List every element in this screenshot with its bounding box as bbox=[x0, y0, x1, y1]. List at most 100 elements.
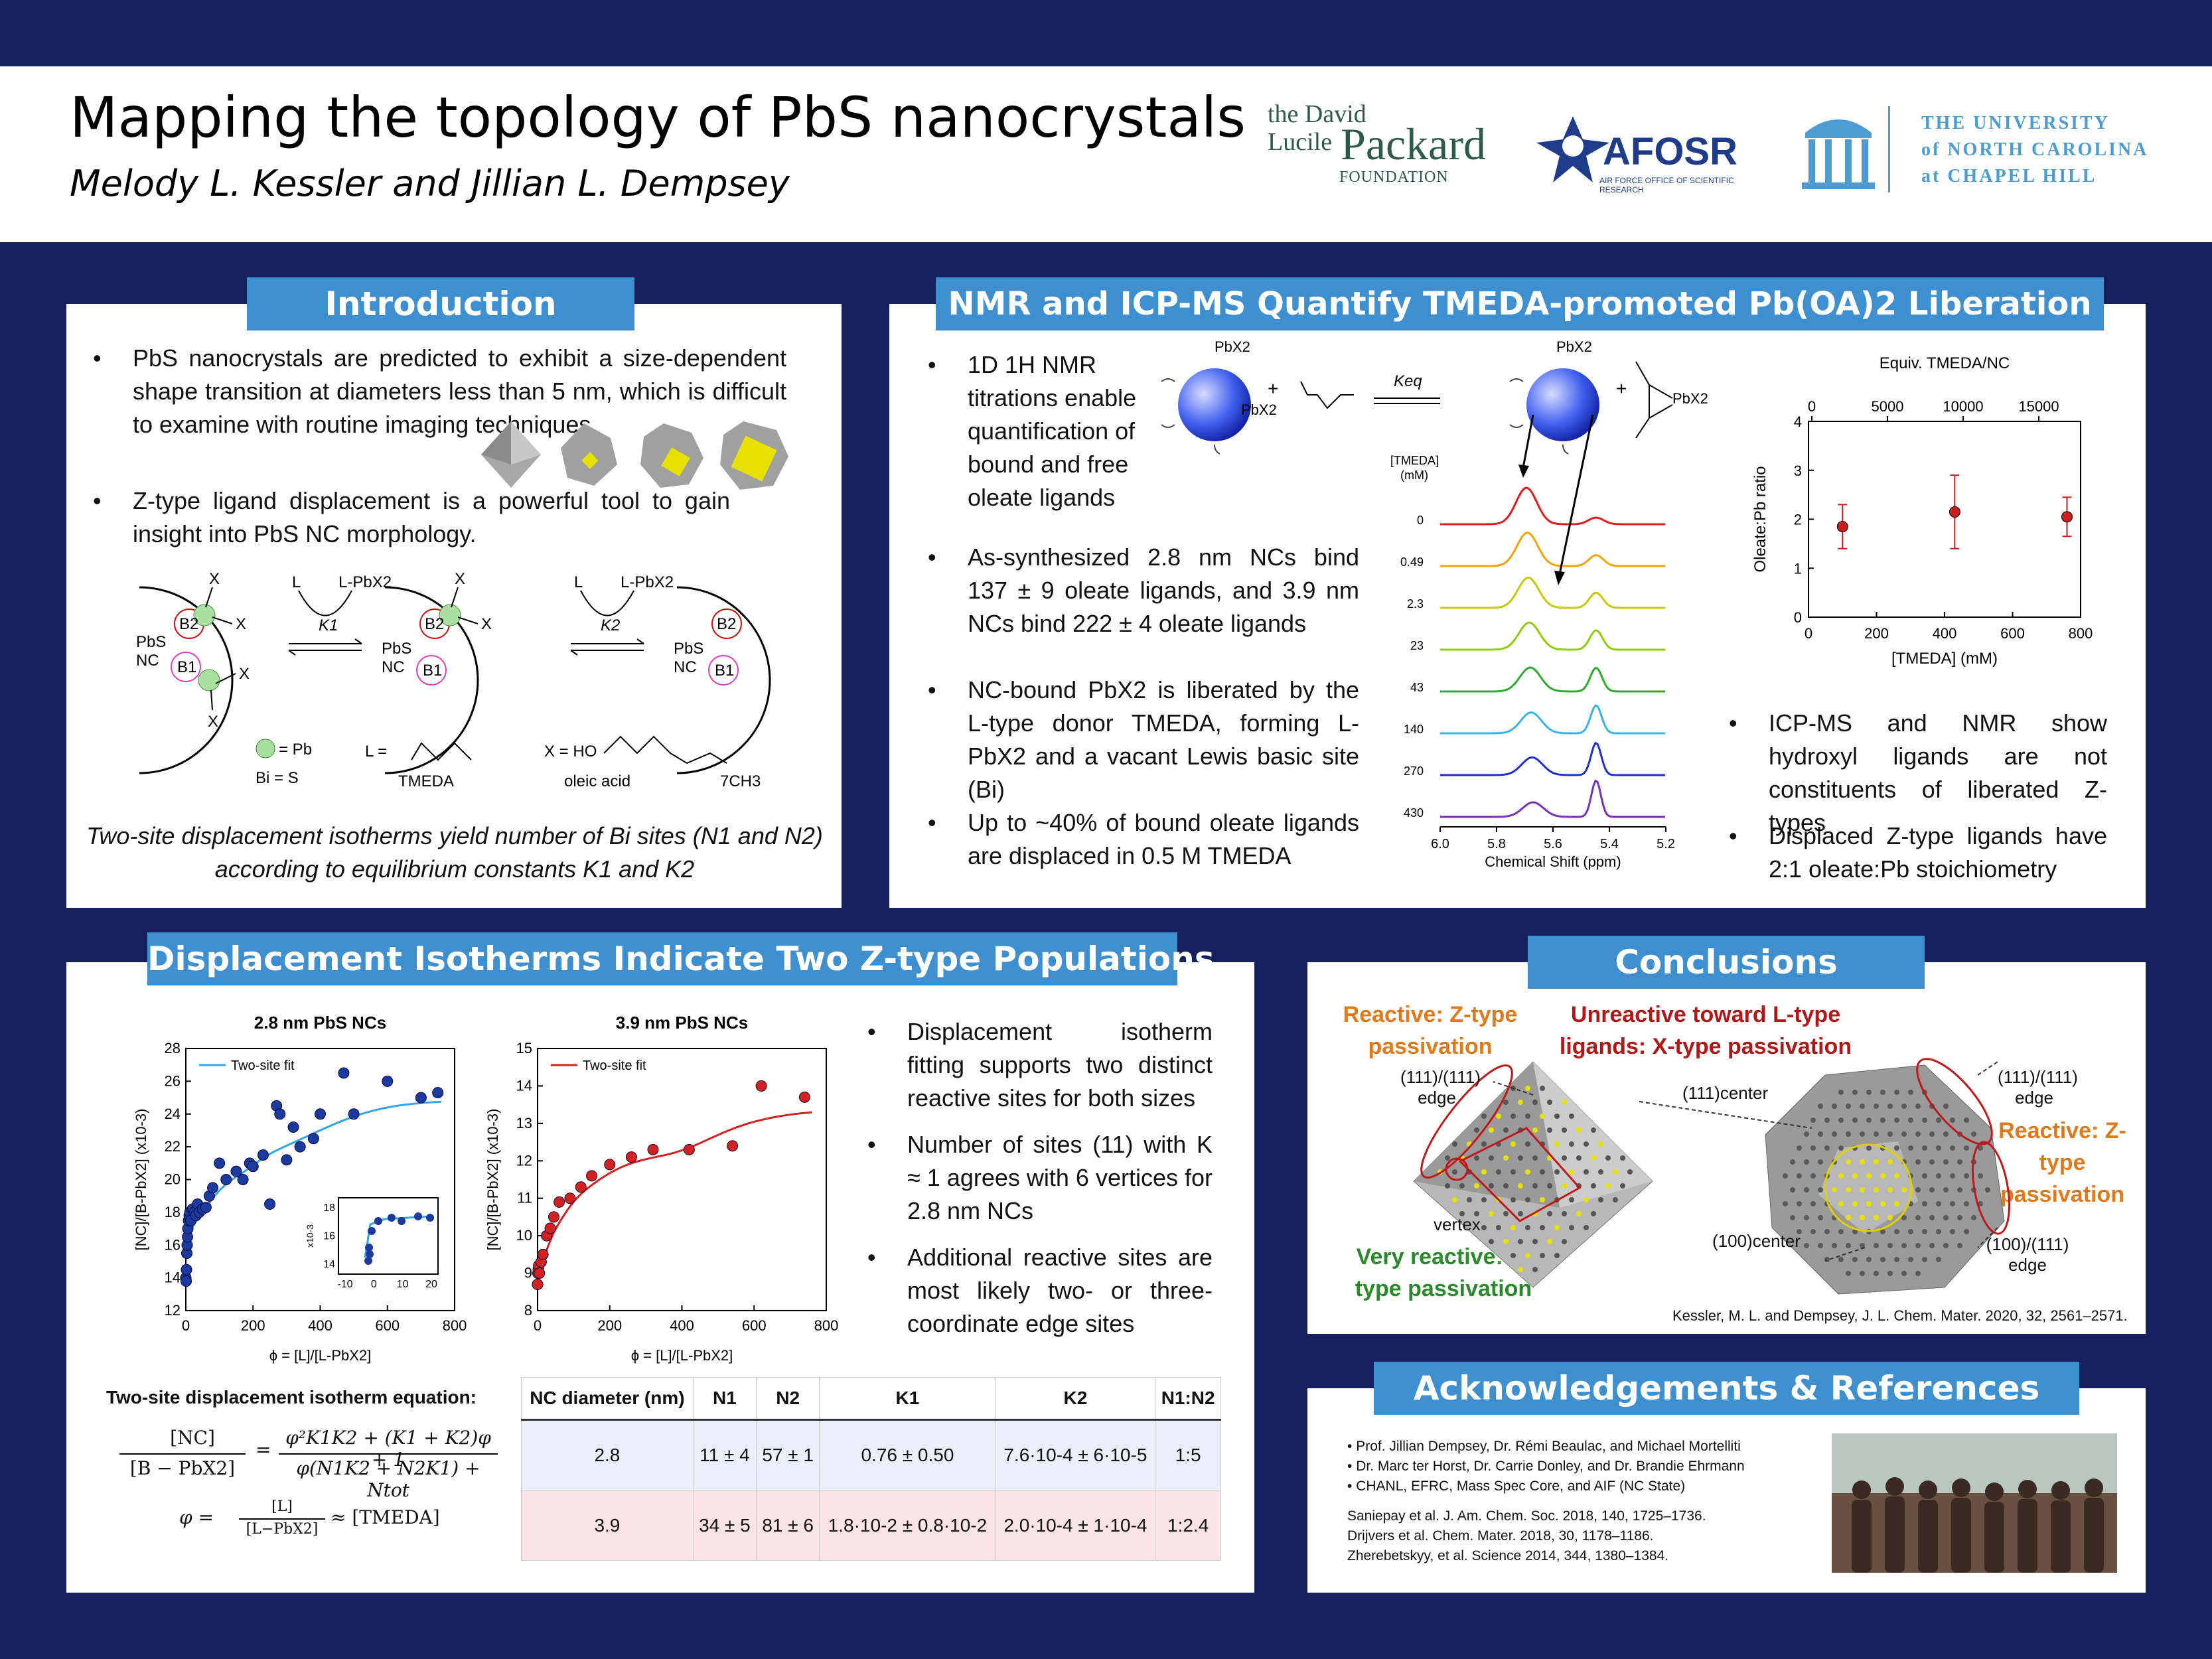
atom-dot bbox=[1950, 1145, 1955, 1151]
atom-dot bbox=[1943, 1243, 1949, 1248]
atom-dot bbox=[1971, 1131, 1976, 1137]
atom-dot bbox=[1894, 1257, 1899, 1262]
spectra-tick-label: 5.6 bbox=[1544, 837, 1562, 851]
isotherm-y-tick-label: 20 bbox=[165, 1171, 181, 1188]
atom-dot bbox=[1525, 1169, 1530, 1175]
atom-dot bbox=[1540, 1197, 1545, 1202]
atom-dot bbox=[1901, 1187, 1907, 1192]
atom-dot bbox=[1818, 1187, 1823, 1192]
truncated-octahedron-small-icon bbox=[561, 423, 617, 486]
isotherm-chart-title: 3.9 nm PbS NCs bbox=[616, 1013, 748, 1033]
ratio-data-point bbox=[1837, 522, 1848, 532]
inset-data-point bbox=[426, 1214, 434, 1222]
ratio-data-point bbox=[1949, 506, 1960, 517]
atom-dot bbox=[1620, 1155, 1625, 1161]
atom-dot bbox=[1511, 1114, 1516, 1119]
atom-dot bbox=[1518, 1155, 1523, 1161]
atom-dot bbox=[1950, 1229, 1955, 1234]
atom-dot bbox=[1818, 1131, 1823, 1137]
atom-dot bbox=[1964, 1173, 1969, 1179]
scheme-plus-2: + bbox=[1616, 378, 1627, 399]
inset-x-tick-label: 10 bbox=[397, 1279, 409, 1290]
isotherm-data-point bbox=[200, 1202, 211, 1212]
intro-caption: Two-site displacement isotherms yield nu… bbox=[80, 820, 830, 886]
isotherm-chart-title: 2.8 nm PbS NCs bbox=[254, 1013, 386, 1033]
atom-dot bbox=[1562, 1183, 1567, 1189]
atom-dot bbox=[1860, 1131, 1865, 1137]
scheme-nc-c: NC bbox=[674, 658, 697, 676]
atom-dot bbox=[1922, 1229, 1927, 1234]
scheme-b1-a: B1 bbox=[177, 658, 196, 676]
inset-data-point bbox=[368, 1227, 376, 1235]
scheme-lpbx2-1: L-PbX2 bbox=[338, 573, 392, 591]
atom-dot bbox=[1943, 1215, 1949, 1220]
isotherm-y-tick-label: 9 bbox=[524, 1265, 532, 1281]
atom-dot bbox=[1971, 1215, 1976, 1220]
atom-dot bbox=[1452, 1169, 1457, 1175]
inset-data-point bbox=[364, 1257, 372, 1265]
atom-dot bbox=[1874, 1215, 1879, 1220]
atom-dot bbox=[1804, 1187, 1809, 1192]
atom-dot bbox=[1489, 1155, 1494, 1161]
nmr-bullet-3: NC-bound PbX2 is liberated by the L-type… bbox=[968, 674, 1359, 806]
atom-dot bbox=[1562, 1127, 1567, 1133]
isotherm-equation: [NC] [B − PbX2] = φ²K1K2 + (K1 + K2)φ + … bbox=[119, 1427, 491, 1546]
atom-dot bbox=[1964, 1201, 1969, 1206]
atom-dot bbox=[1569, 1141, 1574, 1147]
spectra-concentration-label: 43 bbox=[1410, 681, 1424, 694]
spectrum-trace bbox=[1440, 668, 1665, 691]
ack-list: • Prof. Jillian Dempsey, Dr. Rémi Beaula… bbox=[1347, 1437, 1745, 1496]
atom-dot bbox=[1503, 1100, 1509, 1105]
table-cell: 1.8·10-2 ± 0.8·10-2 bbox=[820, 1490, 995, 1561]
atom-dot bbox=[1922, 1145, 1927, 1151]
scheme-pbs-c: PbS bbox=[674, 640, 703, 658]
isotherm-data-point bbox=[238, 1175, 248, 1185]
atom-dot bbox=[1874, 1243, 1879, 1248]
atom-dot bbox=[1532, 1127, 1538, 1133]
isotherm-data-point bbox=[275, 1109, 285, 1119]
atom-dot bbox=[1810, 1173, 1816, 1179]
atom-dot bbox=[1554, 1253, 1560, 1258]
atom-dot bbox=[1880, 1118, 1885, 1123]
isotherm-data-point bbox=[532, 1279, 543, 1290]
nc-shapes-illustration bbox=[478, 418, 790, 491]
atom-dot bbox=[1915, 1187, 1921, 1192]
iso-bullet-3: Additional reactive sites are most likel… bbox=[907, 1241, 1213, 1340]
atom-dot bbox=[1880, 1257, 1885, 1262]
oleate-pb-ratio-chart: Equiv. TMEDA/NC0 5000 10000 150000 200 400 600… bbox=[1726, 345, 2097, 690]
atom-dot bbox=[1943, 1159, 1949, 1165]
isotherm-data-point bbox=[545, 1223, 555, 1234]
atom-dot bbox=[1503, 1155, 1509, 1161]
isotherm-data-point bbox=[538, 1249, 548, 1260]
atom-dot bbox=[1584, 1141, 1589, 1147]
label-edge111: (111)/(111) edge bbox=[1400, 1067, 1473, 1108]
isotherm-x-tick-label: 400 bbox=[670, 1317, 694, 1334]
ratio-plot-frame bbox=[1808, 421, 2081, 617]
isotherm-chart-3-9nm: 3.9 nm PbS NCs 0 200 400 600 800 8 9 10 11 12 13 14 1… bbox=[478, 1005, 849, 1370]
isotherm-title: Displacement Isotherms Indicate Two Z-ty… bbox=[147, 932, 1177, 985]
atom-dot bbox=[1880, 1173, 1885, 1179]
isotherm-y-tick-label: 26 bbox=[165, 1072, 181, 1089]
ratio-y-tick-label: 4 bbox=[1794, 413, 1802, 430]
atom-dot bbox=[1584, 1197, 1589, 1202]
inset-frame bbox=[338, 1198, 438, 1274]
scheme-l2: L bbox=[574, 573, 583, 591]
scheme-b1-c: B1 bbox=[715, 662, 734, 680]
table-header: NC diameter (nm) bbox=[522, 1378, 694, 1420]
atom-dot bbox=[1569, 1197, 1574, 1202]
isotherm-chart-2-8nm: 2.8 nm PbS NCs0 200 400 600 8001214161820222… bbox=[126, 1005, 478, 1370]
atom-dot bbox=[1540, 1225, 1545, 1230]
isotherm-data-point bbox=[295, 1141, 305, 1152]
ratio-x-label: [TMEDA] (mM) bbox=[1891, 650, 1998, 668]
scheme-x1: X bbox=[209, 570, 220, 588]
atom-dot bbox=[1518, 1239, 1523, 1244]
atom-dot bbox=[1547, 1127, 1552, 1133]
atom-dot bbox=[1525, 1253, 1530, 1258]
label-edge100: (100)/(111) edge bbox=[1984, 1234, 2071, 1275]
list-item: Drijvers et al. Chem. Mater. 2018, 30, 1… bbox=[1347, 1526, 1706, 1546]
list-item: • CHANL, EFRC, Mass Spec Core, and AIF (… bbox=[1347, 1477, 1745, 1496]
spectrum-trace bbox=[1440, 705, 1665, 733]
atom-dot bbox=[1540, 1086, 1545, 1091]
atom-dot bbox=[1518, 1183, 1523, 1189]
atom-dot bbox=[1887, 1215, 1893, 1220]
